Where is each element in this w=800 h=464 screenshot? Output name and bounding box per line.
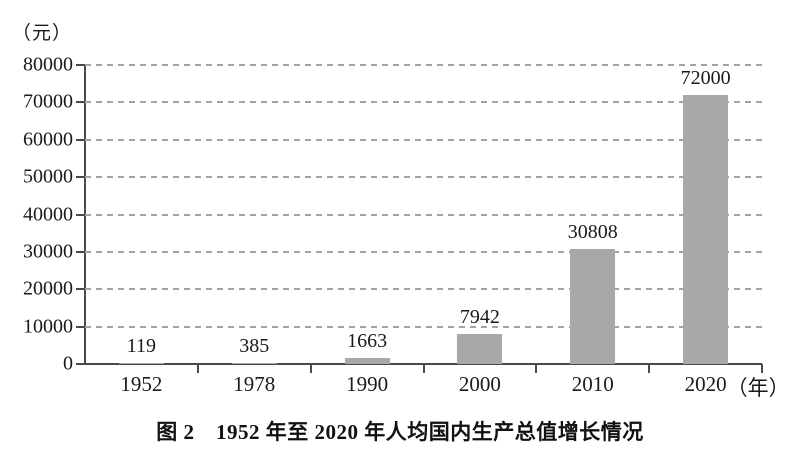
x-tick-year: 1978 xyxy=(233,372,276,396)
bar-value-label: 30808 xyxy=(567,220,618,243)
x-tick-label: 1990 xyxy=(346,372,388,397)
y-tick-label: 10000 xyxy=(23,315,73,338)
chart-caption: 图 2 1952 年至 2020 年人均国内生产总值增长情况 xyxy=(156,420,644,444)
y-tick-label: 60000 xyxy=(23,128,73,151)
gridline-60000 xyxy=(85,138,762,141)
x-tick-year: 1952 xyxy=(120,372,163,396)
bar-1978 xyxy=(231,362,277,364)
y-axis-tick xyxy=(76,138,85,141)
y-axis-tick xyxy=(76,176,85,179)
y-axis-tick xyxy=(76,64,85,66)
x-tick-label: 2000 xyxy=(459,372,501,397)
y-tick-label: 20000 xyxy=(23,277,73,300)
gridline-20000 xyxy=(85,288,762,291)
y-tick-label: 80000 xyxy=(23,53,73,76)
plot-area: 0 10000 20000 30000 40000 50000 60000 70000 8000… xyxy=(23,54,790,401)
y-axis-unit-label: （元） xyxy=(12,23,73,44)
bar-value-label: 385 xyxy=(239,334,270,357)
x-tick-year: 1990 xyxy=(346,372,389,396)
bar-value-label: 7942 xyxy=(459,306,500,329)
x-tick-year: 2000 xyxy=(458,372,501,396)
bar-2000 xyxy=(457,334,503,364)
y-axis-tick xyxy=(76,325,85,328)
bar-value-label: 119 xyxy=(126,335,157,357)
y-tick-label: 50000 xyxy=(23,165,73,188)
x-tick-year: 2010 xyxy=(571,372,614,396)
gridline-50000 xyxy=(85,176,762,179)
x-axis-unit-label: （年） xyxy=(726,376,790,400)
bar-1990 xyxy=(344,357,390,364)
x-axis-tick xyxy=(535,364,538,373)
y-axis-tick xyxy=(76,288,85,291)
y-tick-label: 0 xyxy=(63,352,73,375)
y-tick-label: 30000 xyxy=(23,240,73,263)
y-axis-tick xyxy=(76,213,85,216)
bar-value-label: 1663 xyxy=(347,329,388,352)
gridline-40000 xyxy=(85,213,762,216)
bar-2020 xyxy=(683,94,729,364)
x-tick-label: 2020 （年） xyxy=(684,372,790,400)
x-axis-tick xyxy=(761,364,763,373)
x-tick-label: 1952 xyxy=(120,372,162,397)
gridline-70000 xyxy=(85,101,762,104)
bar-1952 xyxy=(118,363,164,364)
gridline-10000 xyxy=(85,325,762,328)
x-tick-label: 1978 xyxy=(233,372,275,397)
bar-2010 xyxy=(570,248,616,364)
y-axis-tick xyxy=(76,250,85,253)
x-tick-label: 2010 xyxy=(572,372,614,397)
x-tick-year: 2020 xyxy=(684,372,727,396)
y-tick-label: 70000 xyxy=(23,90,73,113)
gridline-30000 xyxy=(85,250,762,253)
x-axis-tick xyxy=(196,364,199,373)
x-axis-tick xyxy=(309,364,312,373)
bar-value-label: 72000 xyxy=(680,66,731,89)
x-axis-tick xyxy=(422,364,425,373)
y-axis-tick xyxy=(76,363,85,365)
y-tick-label: 40000 xyxy=(23,203,73,225)
gridline-80000 xyxy=(85,64,762,66)
x-axis-tick xyxy=(648,364,651,373)
y-axis-tick xyxy=(76,101,85,104)
